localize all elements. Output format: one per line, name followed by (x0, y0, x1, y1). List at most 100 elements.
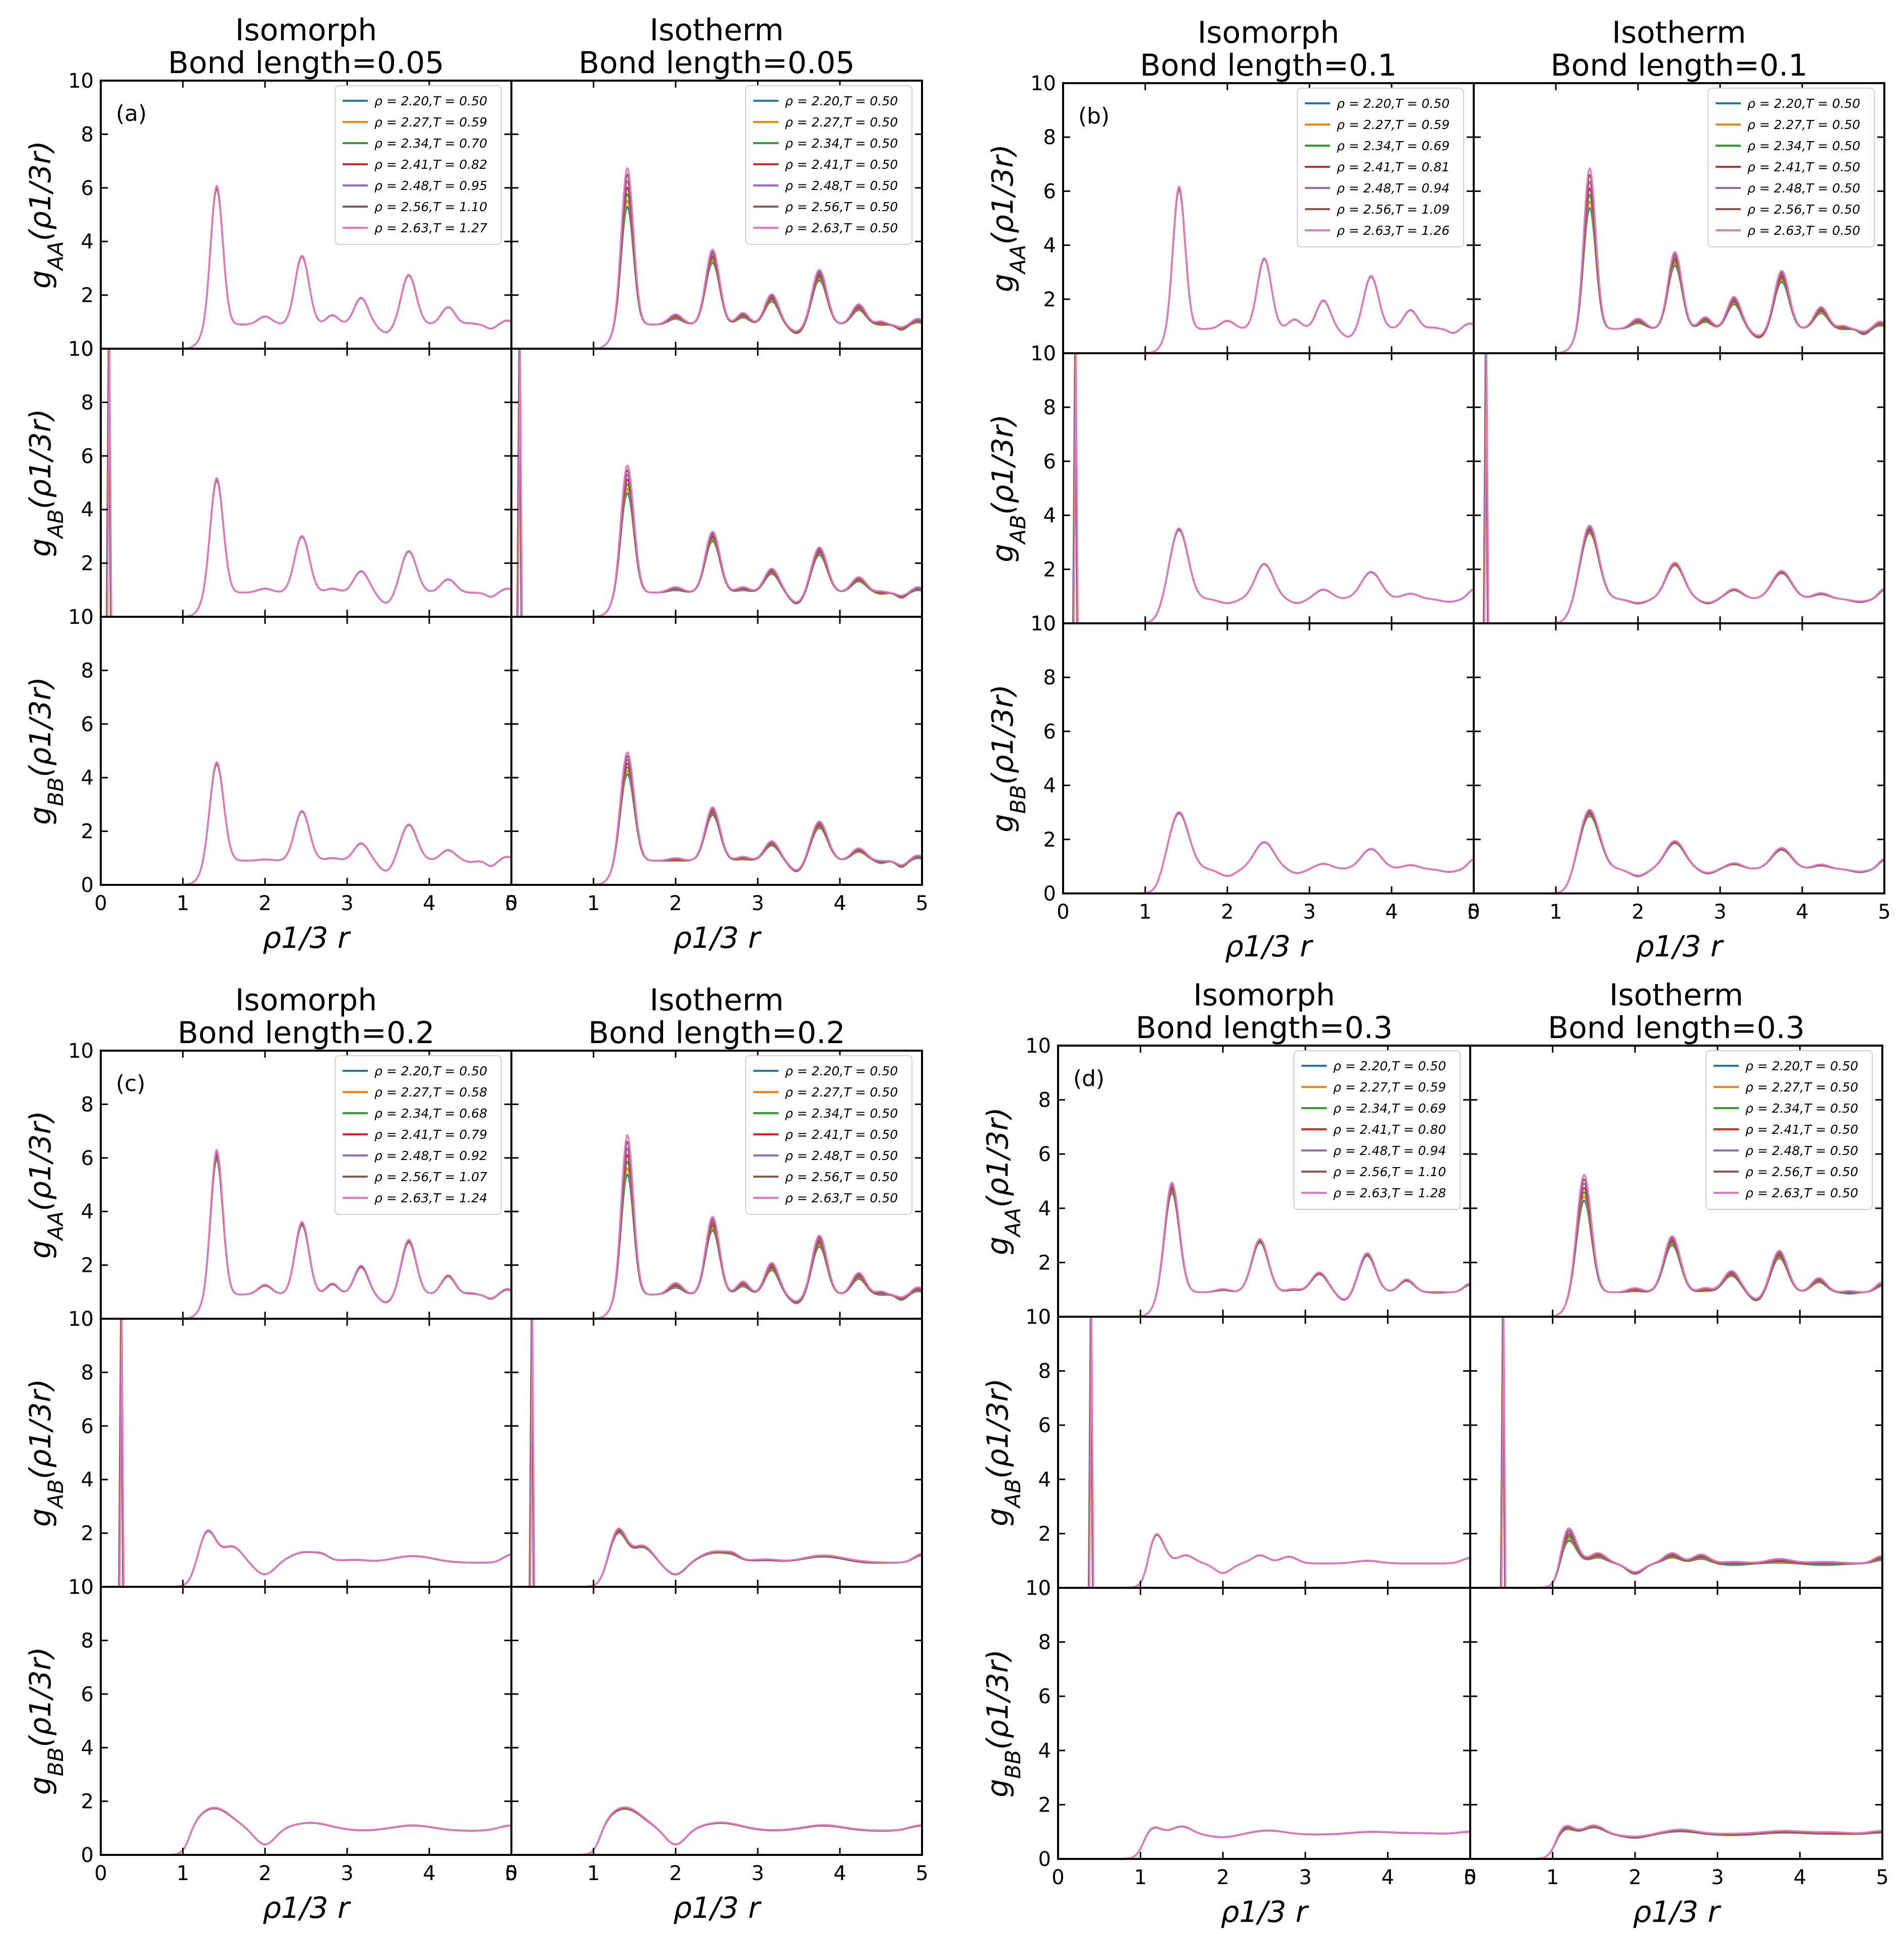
y-tick-label: 0 (81, 874, 94, 897)
bond-spike-line-7 (530, 1319, 536, 1587)
y-tick-label: 8 (81, 659, 94, 682)
y-axis-label: gBB(ρ1/3r) (23, 1647, 68, 1795)
series-line-6 (101, 1807, 511, 1855)
series-line-7 (1058, 1825, 1470, 1859)
series-line-3 (511, 1530, 922, 1587)
series-line-1 (511, 492, 922, 617)
series-lines (1058, 1825, 1470, 1859)
x-axis-label: ρ1/3 r (1635, 929, 1724, 963)
series-lines (1063, 811, 1474, 893)
y-tick-label: 10 (68, 70, 94, 93)
series-line-2 (511, 487, 922, 617)
x-tick-label: 0 (94, 892, 107, 915)
series-line-7 (1470, 1824, 1882, 1859)
y-tick-label: 4 (1043, 775, 1056, 798)
series-line-4 (1063, 528, 1474, 623)
series-line-7 (101, 1529, 511, 1587)
x-tick-label: 1 (1549, 900, 1562, 924)
axes-frame (100, 616, 512, 886)
series-line-1 (1063, 812, 1474, 893)
series-line-6 (511, 1807, 922, 1855)
series-lines (101, 1807, 511, 1855)
y-tick-label: 2 (81, 1254, 94, 1277)
series-lines (1474, 353, 1884, 623)
series-line-7 (1058, 1181, 1470, 1317)
series-line-2 (1063, 812, 1474, 893)
panel-label: (c) (116, 1071, 146, 1097)
x-tick-label: 5 (1878, 900, 1890, 924)
y-axis-label: gAB(ρ1/3r) (23, 409, 68, 557)
series-line-2 (101, 1808, 511, 1855)
legend-entry: ρ = 2.48,T = 0.50 (1745, 1143, 1858, 1158)
y-tick-label: 0 (81, 1308, 94, 1331)
column-subtitle-bond-length: Bond length=0.2 (178, 1015, 435, 1051)
series-line-7 (1058, 1533, 1470, 1588)
legend-box (335, 85, 502, 245)
axes-frame (510, 616, 923, 886)
x-tick-label: 3 (341, 892, 353, 915)
y-tick-label: 4 (1038, 1468, 1051, 1492)
series-line-2 (511, 1808, 922, 1855)
legend-entry: ρ = 2.20,T = 0.50 (1333, 1059, 1446, 1073)
series-lines (1470, 1174, 1882, 1317)
series-line-1 (101, 479, 511, 617)
y-tick-label: 6 (1038, 1414, 1051, 1437)
y-tick-label: 8 (81, 391, 94, 414)
legend-entry: ρ = 2.41,T = 0.81 (1337, 160, 1450, 174)
x-tick-label: 2 (669, 892, 682, 915)
subplot-ab-isomorph: 0 2 4 6 8 10 gAB(ρ1/3r) (23, 1308, 512, 1599)
legend-entry: ρ = 2.34,T = 0.70 (374, 136, 487, 151)
series-line-3 (1474, 813, 1884, 893)
series-line-7 (511, 1527, 922, 1587)
x-tick-label: 4 (423, 1862, 435, 1885)
legend-entry: ρ = 2.34,T = 0.68 (374, 1106, 487, 1121)
series-line-1 (1470, 1199, 1882, 1317)
x-tick-label: 5 (1876, 1866, 1888, 1889)
series-line-5 (1470, 1531, 1882, 1588)
y-tick-label: 0 (81, 1576, 94, 1599)
legend-entry: ρ = 2.48,T = 0.50 (785, 178, 898, 193)
x-tick-label: 1 (176, 1862, 189, 1885)
y-label-subscript: AA (43, 1211, 68, 1241)
x-tick-label: 2 (258, 1862, 271, 1885)
y-tick-label: 8 (1038, 1089, 1051, 1112)
series-line-2 (1058, 1190, 1470, 1317)
legend-box (1708, 88, 1875, 247)
legend-box (1297, 88, 1464, 247)
y-axis-label: gBB(ρ1/3r) (23, 677, 68, 825)
y-tick-label: 10 (68, 606, 94, 629)
y-tick-label: 6 (81, 177, 94, 200)
series-line-1 (511, 1808, 922, 1855)
y-tick-label: 8 (1043, 126, 1056, 149)
series-line-3 (101, 479, 511, 617)
column-subtitle-bond-length: Bond length=0.1 (1140, 48, 1397, 83)
series-line-7 (1063, 185, 1474, 353)
series-line-2 (511, 1531, 922, 1587)
legend: ρ = 2.20,T = 0.50 ρ = 2.27,T = 0.50 ρ = 2.… (745, 85, 912, 245)
subplot-ab-isotherm (1473, 352, 1885, 624)
series-line-7 (511, 464, 922, 617)
column-title-isomorph: Isomorph (235, 983, 377, 1018)
subplot-bb-isotherm: 0 1 2 3 4 5 (505, 616, 929, 915)
axes-frame (1469, 1316, 1883, 1589)
series-lines (511, 751, 922, 885)
x-axis-label: ρ1/3 r (262, 1891, 351, 1925)
y-label-argument: (ρ1/3r) (23, 1111, 57, 1211)
column-title-isomorph: Isomorph (235, 13, 377, 48)
series-line-2 (1474, 531, 1884, 623)
series-line-3 (1063, 529, 1474, 623)
column-title-isotherm: Isotherm (649, 983, 783, 1018)
y-tick-label: 2 (1038, 1251, 1051, 1274)
series-line-7 (511, 751, 922, 885)
y-tick-label: 4 (81, 230, 94, 253)
legend-entry: ρ = 2.56,T = 1.07 (374, 1170, 487, 1184)
series-lines (1058, 1181, 1470, 1317)
series-line-3 (511, 1808, 922, 1855)
y-label-argument: (ρ1/3r) (23, 1379, 57, 1479)
series-line-7 (511, 1806, 922, 1855)
series-line-2 (101, 1530, 511, 1587)
y-label-argument: (ρ1/3r) (23, 677, 57, 777)
x-tick-label: 2 (1216, 1866, 1229, 1889)
